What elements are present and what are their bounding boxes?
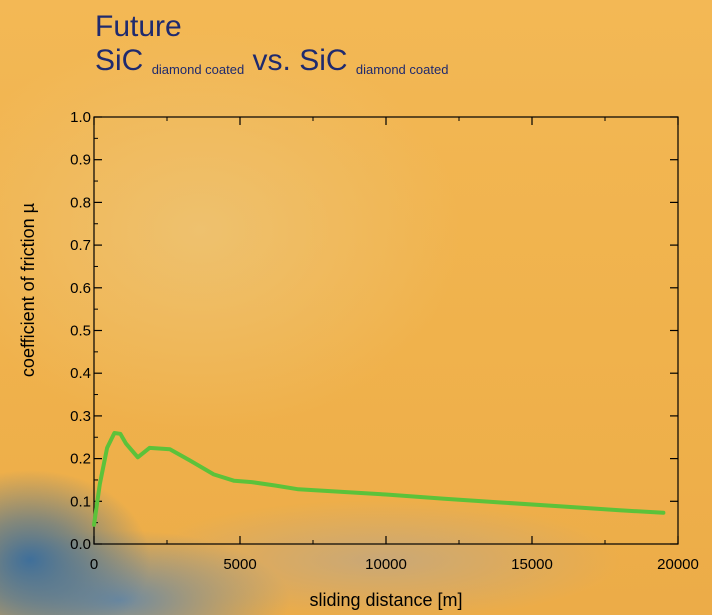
y-tick-label: 0.5	[70, 323, 91, 340]
friction-series-line	[92, 431, 666, 527]
y-tick-label: 1.0	[70, 109, 91, 126]
y-tick-label: 0.0	[70, 536, 91, 553]
y-tick-label: 0.3	[70, 408, 91, 425]
x-tick-label: 5000	[223, 556, 256, 573]
y-tick-label: 0.4	[70, 365, 91, 382]
x-tick-label: 15000	[511, 556, 553, 573]
plot-frame	[93, 116, 679, 545]
material-a-subscript: diamond coated	[151, 62, 245, 77]
x-axis-label: sliding distance [m]	[309, 590, 462, 610]
y-axis-label: coefficient of friction µ	[18, 203, 38, 377]
y-tick-label: 0.2	[70, 451, 91, 468]
title-line-materials: SiC diamond coated vs. SiC diamond coate…	[95, 44, 448, 87]
y-tick-label: 0.8	[70, 194, 91, 211]
vs-label: vs.	[252, 44, 291, 77]
y-tick-label: 0.9	[70, 152, 91, 169]
chart-title: Future SiC diamond coated vs. SiC diamon…	[95, 10, 448, 87]
material-a: SiC	[95, 44, 144, 77]
x-tick-label: 10000	[365, 556, 407, 573]
x-tick-label: 20000	[657, 556, 699, 573]
material-b-subscript: diamond coated	[355, 62, 449, 77]
title-line-future: Future	[95, 10, 182, 43]
y-tick-label: 0.6	[70, 280, 91, 297]
axis-ticks	[93, 116, 679, 545]
x-tick-label: 0	[90, 556, 98, 573]
y-tick-label: 0.1	[70, 493, 91, 510]
y-tick-label: 0.7	[70, 237, 91, 254]
material-b: SiC	[299, 44, 348, 77]
tick-labels: 0.0 0.1 0.2 0.3 0.4 0.5 0.6 0.7 0.8 0.9 1.0 0 5000 10…	[70, 109, 699, 573]
